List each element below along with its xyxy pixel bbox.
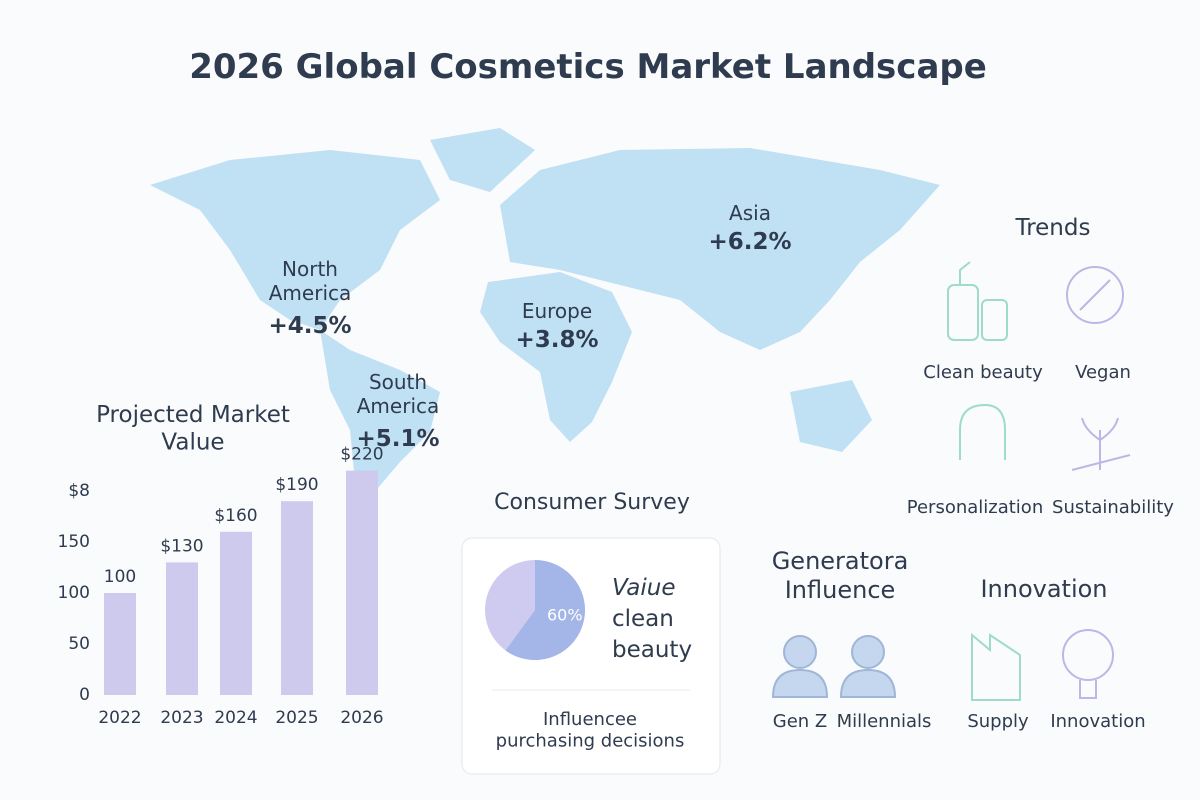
region-growth: +5.1% <box>356 426 439 452</box>
generations-title: Generatora Influence <box>772 547 909 604</box>
survey-caption: beauty <box>612 637 692 663</box>
generation-label: Gen Z <box>773 711 827 732</box>
region-name: Asia <box>729 201 771 225</box>
bar <box>281 501 313 695</box>
y-tick-label: 100 <box>58 583 90 603</box>
generation-label: Millennials <box>837 711 932 732</box>
value-label: $220 <box>340 445 383 465</box>
trend-label: Vegan <box>1075 362 1131 383</box>
x-tick-label: 2024 <box>214 708 257 728</box>
value-label: $130 <box>160 536 203 556</box>
innovation-title: Innovation <box>980 575 1107 603</box>
region-growth: +4.5% <box>268 313 351 339</box>
trend-label: Personalization <box>907 497 1043 518</box>
pie-slice <box>505 560 585 660</box>
y-tick-label: 50 <box>68 634 90 654</box>
survey-title: Consumer Survey <box>494 490 690 515</box>
innovation-label: Supply <box>967 711 1029 732</box>
innovation-label: Innovation <box>1050 711 1145 732</box>
bar <box>104 593 136 695</box>
region-name: South America <box>357 370 440 418</box>
region-name: Europe <box>522 299 592 323</box>
value-label: $190 <box>275 475 318 495</box>
y-tick-label: 0 <box>79 685 90 705</box>
trend-label: Clean beauty <box>923 362 1043 383</box>
bar <box>220 531 252 695</box>
survey-footer: Influencee purchasing decisions <box>496 709 685 752</box>
survey-caption: Vaiue <box>612 575 675 601</box>
x-tick-label: 2022 <box>98 708 141 728</box>
trends-title: Trends <box>1015 215 1091 241</box>
y-tick-label: $8 <box>68 481 90 501</box>
bar <box>346 470 378 695</box>
x-tick-label: 2023 <box>160 708 203 728</box>
y-tick-label: 150 <box>58 532 90 552</box>
world-map <box>150 128 940 495</box>
x-tick-label: 2025 <box>275 708 318 728</box>
chart-title: Projected Market Value <box>96 402 290 456</box>
x-tick-label: 2026 <box>340 708 383 728</box>
region-growth: +3.8% <box>515 327 598 353</box>
survey-caption: clean <box>612 606 674 632</box>
trend-label: Sustainability <box>1052 497 1174 518</box>
value-label: 100 <box>104 567 136 587</box>
title: 2026 Global Cosmetics Market Landscape <box>189 47 987 87</box>
value-label: $160 <box>214 506 257 526</box>
pie-label: 60% <box>547 605 583 624</box>
region-growth: +6.2% <box>708 229 791 255</box>
bar <box>166 562 198 695</box>
icons <box>771 261 1131 701</box>
region-name: North America <box>269 257 352 305</box>
